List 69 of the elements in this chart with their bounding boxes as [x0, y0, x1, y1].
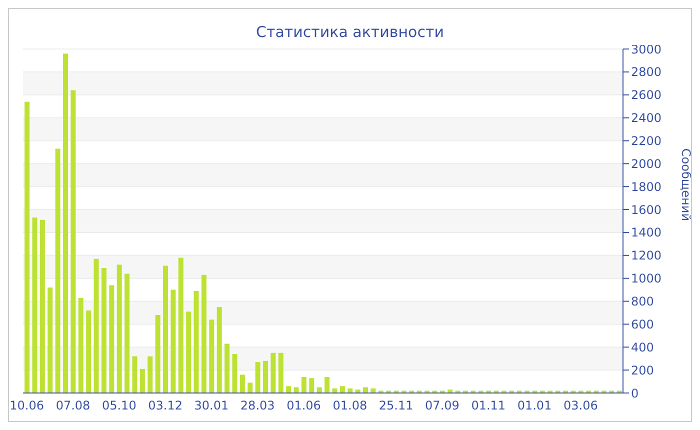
bar	[194, 290, 199, 393]
y-tick-label: 800	[631, 294, 654, 309]
bar	[286, 386, 292, 393]
bar	[170, 290, 176, 393]
bar	[40, 220, 45, 393]
bar	[209, 320, 214, 393]
bar	[232, 354, 238, 393]
y-tick-label: 200	[631, 363, 654, 378]
x-tick-label: 01.08	[332, 398, 368, 413]
y-tick-label: 400	[631, 340, 654, 354]
bar	[78, 298, 84, 393]
bar	[86, 310, 92, 393]
y-tick-label: 600	[631, 317, 654, 332]
bar	[216, 307, 222, 393]
bar	[224, 344, 230, 393]
x-tick-label: 03.06	[564, 398, 598, 413]
bar	[178, 258, 184, 393]
bar	[148, 356, 153, 393]
bar	[163, 266, 168, 393]
bar	[263, 360, 268, 393]
x-tick-label: 01.01	[517, 398, 552, 413]
y-tick-label: 2800	[631, 65, 662, 80]
bar	[48, 288, 53, 393]
x-tick-label: 10.06	[10, 398, 44, 413]
bar	[140, 368, 145, 393]
bar	[255, 362, 260, 393]
x-tick-label: 30.01	[194, 398, 229, 413]
y-tick-label: 2600	[631, 88, 662, 102]
y-axis-title: Сообщений	[678, 148, 693, 221]
y-tick-label: 0	[631, 386, 639, 400]
y-tick-label: 2400	[631, 111, 662, 126]
x-tick-label: 03.12	[148, 398, 182, 413]
x-tick-label: 01.06	[286, 398, 321, 413]
bar	[132, 356, 138, 393]
bar	[186, 312, 192, 393]
x-tick-label: 28.03	[240, 398, 275, 413]
bar	[340, 386, 345, 393]
bar	[248, 382, 253, 393]
y-tick-label: 2200	[631, 134, 662, 148]
bar	[301, 376, 306, 393]
bar	[70, 90, 76, 393]
bar	[32, 218, 38, 393]
x-tick-label: 07.08	[56, 398, 90, 413]
y-tick-label: 1600	[631, 202, 662, 217]
bar	[55, 148, 60, 393]
x-tick-label: 25.11	[378, 398, 414, 413]
bar	[24, 102, 30, 393]
y-tick-label: 1800	[631, 180, 662, 194]
bar	[116, 264, 122, 393]
y-tick-label: 1000	[631, 272, 662, 286]
y-tick-label: 2000	[631, 156, 662, 171]
bar	[124, 274, 130, 393]
x-tick-label: 01.11	[471, 398, 506, 413]
bar	[94, 258, 99, 393]
chart-title: Статистика активности	[256, 23, 444, 41]
bar	[324, 376, 330, 393]
x-tick-label: 05.10	[102, 398, 136, 413]
bar	[109, 285, 114, 393]
bar	[240, 374, 245, 393]
y-tick-label: 1400	[631, 226, 662, 240]
bar	[155, 315, 160, 393]
bar	[278, 352, 284, 393]
bar	[201, 274, 206, 393]
x-tick-label: 07.09	[425, 398, 460, 413]
bar	[270, 352, 276, 393]
bar	[101, 268, 106, 393]
bar	[309, 378, 314, 393]
bar	[63, 54, 68, 393]
y-tick-label: 1200	[631, 248, 662, 263]
